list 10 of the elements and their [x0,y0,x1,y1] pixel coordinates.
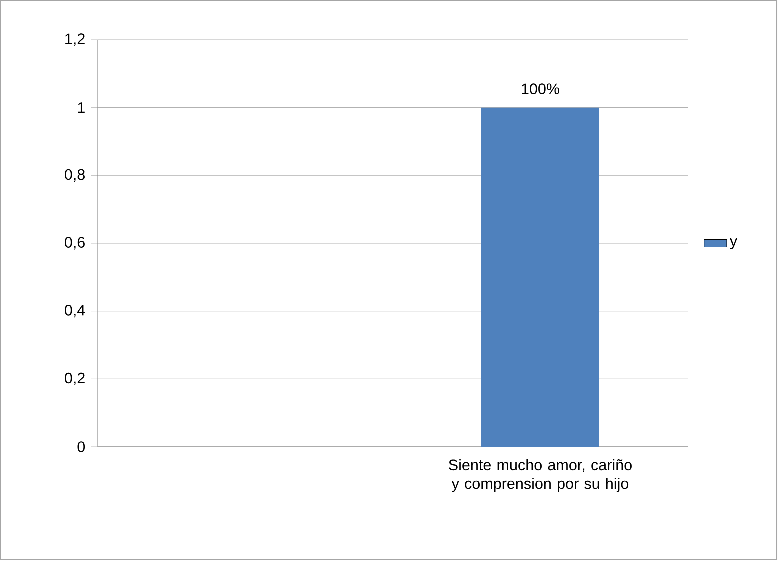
data-label: 100% [522,84,560,94]
x-tick-label: Siente mucho amor, cariño y comprension por su hijo [449,459,632,492]
y-tick-label: 1,2 [66,34,85,46]
y-tick-label: 0,8 [65,169,85,182]
y-tick-label: 1 [78,102,85,114]
y-tick-label: 0 [78,442,86,452]
legend-label: y [730,238,738,250]
y-tick-label: 0,2 [65,372,85,386]
y-tick-label: 0,6 [65,237,85,250]
y-tick-label: 0,4 [65,305,86,318]
